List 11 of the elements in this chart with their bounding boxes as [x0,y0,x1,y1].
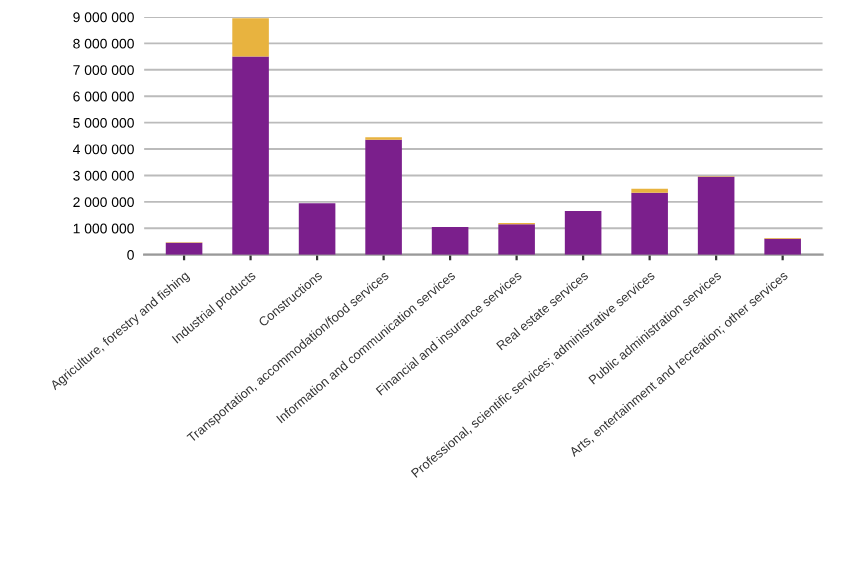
bar [764,238,801,255]
bar [697,176,735,255]
bar [232,56,269,255]
bar [631,192,668,255]
bar [165,242,203,255]
bar [365,139,402,255]
bar [431,226,469,255]
bar [564,211,602,255]
bar [298,203,336,255]
bar [498,224,535,255]
bar [232,18,269,57]
